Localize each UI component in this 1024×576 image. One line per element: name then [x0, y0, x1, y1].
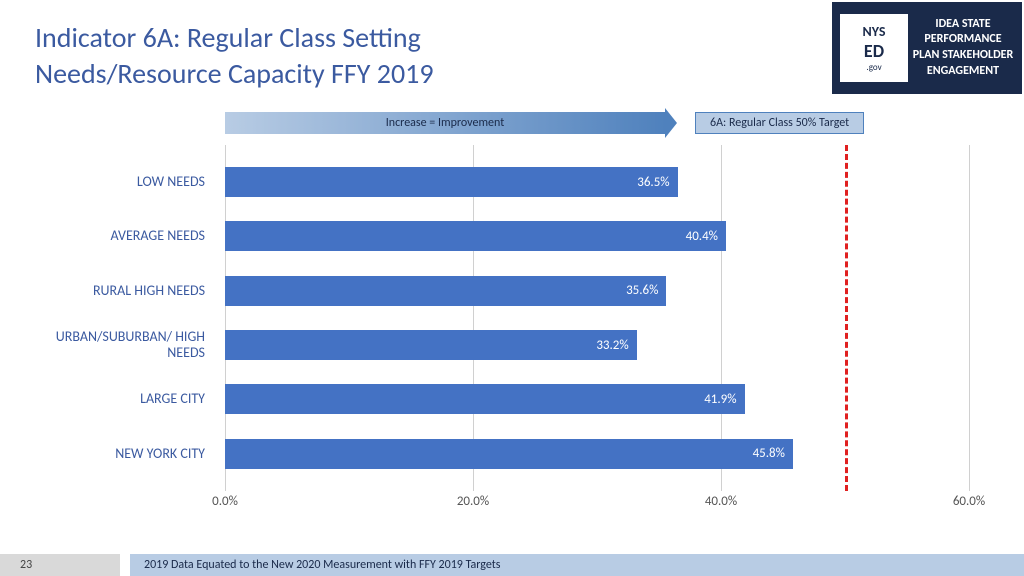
- bar: 36.5%: [225, 167, 678, 197]
- bar-row: AVERAGE NEEDS40.4%: [225, 220, 969, 252]
- title-line1: Indicator 6A: Regular Class Setting: [35, 20, 434, 56]
- improvement-arrow: Increase = Improvement: [225, 112, 665, 134]
- page-title: Indicator 6A: Regular Class Setting Need…: [35, 20, 434, 93]
- logo-nys: NYS: [863, 23, 886, 40]
- category-label: LARGE CITY: [35, 391, 215, 407]
- category-label: LOW NEEDS: [35, 174, 215, 190]
- bar-chart: LOW NEEDS36.5%AVERAGE NEEDS40.4%RURAL HI…: [35, 145, 974, 516]
- bar: 45.8%: [225, 439, 793, 469]
- bars-container: LOW NEEDS36.5% AVERAGE NEEDS40.4% RURAL HI…: [225, 155, 969, 481]
- footer-text: 2019 Data Equated to the New 2020 Measur…: [130, 554, 1024, 576]
- logo-ed: ED: [864, 40, 884, 62]
- category-label: NEW YORK CITY: [35, 446, 215, 462]
- title-line2: Needs/Resource Capacity FFY 2019: [35, 56, 434, 92]
- legend: Increase = Improvement 6A: Regular Class…: [225, 110, 974, 136]
- x-tick-label: 20.0%: [457, 494, 489, 509]
- nysed-logo: NYS ED .gov: [838, 12, 910, 84]
- bar: 33.2%: [225, 330, 637, 360]
- category-label: URBAN/SUBURBAN/ HIGH NEEDS: [35, 329, 215, 361]
- target-legend: 6A: Regular Class 50% Target: [695, 112, 864, 134]
- x-tick-label: 0.0%: [212, 494, 238, 509]
- footer: 23 2019 Data Equated to the New 2020 Mea…: [0, 554, 1024, 576]
- bar: 35.6%: [225, 276, 666, 306]
- target-line: [845, 145, 848, 491]
- bar: 40.4%: [225, 221, 726, 251]
- logo-text: IDEA STATE PERFORMANCE PLAN STAKEHOLDER …: [910, 17, 1016, 79]
- bar-row: LOW NEEDS36.5%: [225, 166, 969, 198]
- arrow-label: Increase = Improvement: [386, 116, 504, 130]
- logo-gov: .gov: [866, 62, 881, 73]
- bar-row: URBAN/SUBURBAN/ HIGH NEEDS33.2%: [225, 329, 969, 361]
- page-number: 23: [0, 554, 120, 576]
- bar-row: LARGE CITY41.9%: [225, 383, 969, 415]
- x-tick-label: 40.0%: [705, 494, 737, 509]
- x-tick-label: 60.0%: [953, 494, 985, 509]
- category-label: RURAL HIGH NEEDS: [35, 283, 215, 299]
- bar-row: NEW YORK CITY45.8%: [225, 438, 969, 470]
- logo-badge: NYS ED .gov IDEA STATE PERFORMANCE PLAN …: [832, 2, 1022, 94]
- x-axis: 0.0%20.0%40.0%60.0%: [225, 494, 969, 516]
- bar-row: RURAL HIGH NEEDS35.6%: [225, 275, 969, 307]
- grid-line: [969, 145, 970, 491]
- bar: 41.9%: [225, 384, 745, 414]
- category-label: AVERAGE NEEDS: [35, 228, 215, 244]
